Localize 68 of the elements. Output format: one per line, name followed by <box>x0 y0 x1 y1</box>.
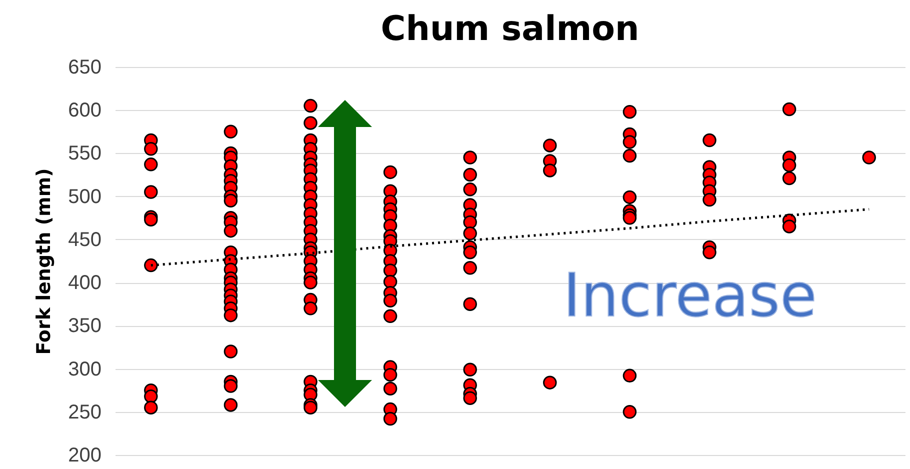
point <box>702 133 716 148</box>
point <box>463 168 477 182</box>
annotation: Increase <box>563 261 817 331</box>
point <box>622 190 637 204</box>
point <box>702 192 716 207</box>
point <box>383 264 398 278</box>
point <box>383 382 398 396</box>
point <box>463 391 477 405</box>
point <box>224 379 238 393</box>
point <box>622 104 637 119</box>
point <box>304 302 318 316</box>
point <box>383 165 398 180</box>
point <box>144 185 158 199</box>
point <box>622 211 637 225</box>
point <box>463 362 477 376</box>
point <box>463 150 477 164</box>
y-tick-label: 350 <box>68 315 102 338</box>
point <box>224 308 238 322</box>
point <box>224 124 238 139</box>
point <box>782 102 796 116</box>
point <box>383 412 398 426</box>
y-tick-label: 450 <box>68 228 102 251</box>
point <box>543 164 557 178</box>
point <box>224 194 238 208</box>
point <box>622 148 637 163</box>
point <box>463 215 477 230</box>
point <box>383 294 398 308</box>
point <box>304 400 318 414</box>
point <box>622 135 637 149</box>
point <box>304 98 318 113</box>
point <box>702 246 716 260</box>
y-axis-title: Fork length (mm) <box>33 168 56 355</box>
y-tick-label: 550 <box>68 142 102 165</box>
y-tick-label: 250 <box>68 401 102 424</box>
point <box>144 158 158 172</box>
y-tick-label: 300 <box>68 358 102 380</box>
y-tick-label: 600 <box>68 100 102 122</box>
point <box>463 182 477 196</box>
point <box>383 368 398 382</box>
point <box>463 261 477 275</box>
point <box>144 212 158 226</box>
point <box>144 400 158 414</box>
y-tick-label: 650 <box>68 56 102 78</box>
point <box>144 258 158 272</box>
point <box>862 150 876 164</box>
point <box>543 376 557 390</box>
point <box>224 398 238 412</box>
chart-title: Chum salmon <box>380 9 640 49</box>
point <box>463 246 477 260</box>
point <box>224 344 238 358</box>
point <box>463 297 477 311</box>
point <box>543 138 557 152</box>
point <box>622 368 637 383</box>
point <box>463 226 477 240</box>
point <box>383 309 398 324</box>
point <box>383 274 398 289</box>
point <box>144 390 158 404</box>
point <box>622 405 637 419</box>
point <box>144 142 158 156</box>
point <box>782 158 796 172</box>
point <box>782 171 796 186</box>
y-tick-label: 400 <box>68 272 102 294</box>
y-tick-label: 200 <box>68 444 102 466</box>
point <box>304 116 318 130</box>
point <box>782 220 796 234</box>
point <box>304 276 318 290</box>
point <box>224 224 238 238</box>
y-tick-label: 500 <box>68 186 102 208</box>
